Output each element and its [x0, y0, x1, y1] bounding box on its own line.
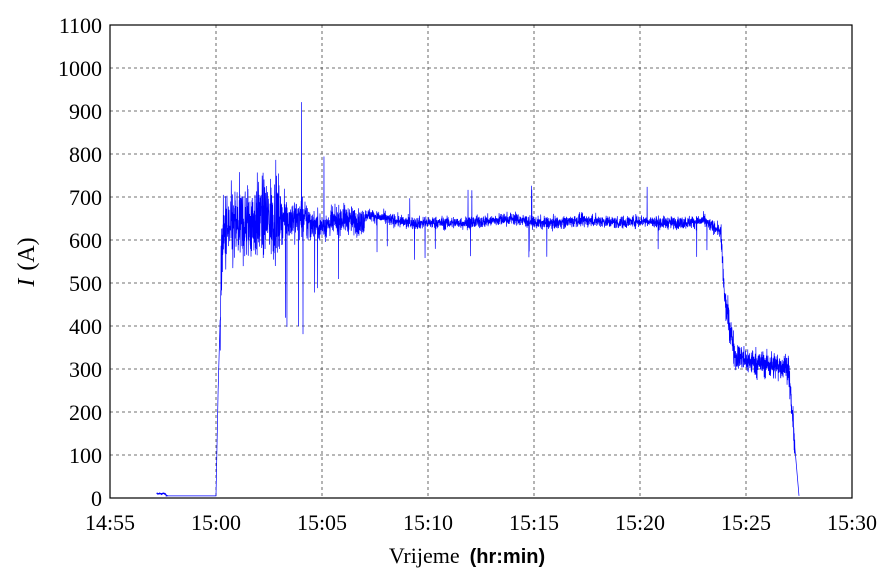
x-axis-label-unit: (hr:min) — [470, 546, 546, 568]
x-axis-label-text: Vrijeme — [389, 543, 460, 568]
y-tick-label: 0 — [91, 486, 102, 511]
y-tick-label: 100 — [69, 443, 102, 468]
y-tick-label: 500 — [69, 271, 102, 296]
chart-plot-area — [156, 102, 800, 497]
y-axis-label-unit: (A) — [14, 237, 40, 270]
y-tick-label: 1000 — [58, 56, 102, 81]
y-tick-label: 300 — [69, 357, 102, 382]
series-line-0 — [156, 102, 800, 497]
x-tick-label: 14:55 — [85, 510, 135, 535]
y-tick-label: 700 — [69, 185, 102, 210]
y-tick-label: 800 — [69, 142, 102, 167]
y-tick-label: 400 — [69, 314, 102, 339]
y-tick-label: 900 — [69, 99, 102, 124]
x-axis-label: Vrijeme (hr:min) — [389, 543, 545, 568]
x-tick-label: 15:05 — [297, 510, 347, 535]
plot-frame — [109, 24, 853, 499]
y-tick-label: 200 — [69, 400, 102, 425]
y-axis-ticks: 0 100 200 300 400 500 600 700 800 900 1000 1100 — [58, 13, 102, 511]
x-tick-label: 15:10 — [403, 510, 453, 535]
x-tick-label: 15:25 — [721, 510, 771, 535]
y-axis-label-symbol: I — [14, 278, 40, 288]
x-axis-ticks: 14:55 15:00 15:05 15:10 15:15 15:20 15:25 15:30 — [85, 510, 877, 535]
y-tick-label: 600 — [69, 228, 102, 253]
y-axis-label: I (A) — [14, 237, 40, 287]
y-tick-label: 1100 — [59, 13, 102, 38]
x-tick-label: 15:20 — [615, 510, 665, 535]
x-tick-label: 15:15 — [509, 510, 559, 535]
x-tick-label: 15:30 — [827, 510, 877, 535]
x-tick-label: 15:00 — [191, 510, 241, 535]
